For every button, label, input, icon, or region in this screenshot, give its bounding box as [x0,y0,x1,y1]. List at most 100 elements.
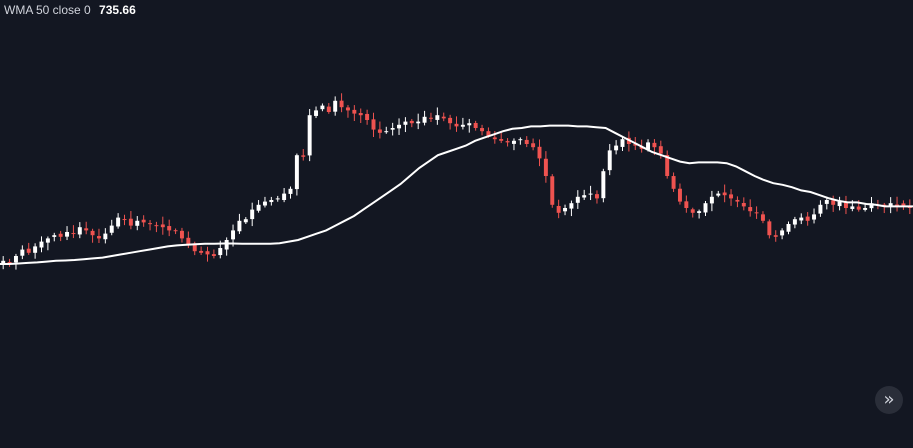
candle [269,196,274,206]
candle [537,139,542,167]
candle [96,228,101,244]
candle [831,195,836,212]
candle [65,226,70,241]
candle-body [294,155,299,190]
candle [454,116,459,132]
candle-body [837,201,842,207]
candle [141,215,146,227]
candle-body [135,220,140,226]
candle-body [109,225,114,233]
candle-body [96,236,101,239]
candle [531,138,536,151]
candle [882,202,887,214]
candle-body [409,120,414,124]
candle [160,216,165,235]
double-chevron-right-icon: » [883,389,895,410]
scroll-to-realtime-button[interactable]: » [875,386,903,414]
candle-body [760,214,765,221]
candle-body [671,176,676,189]
candle-body [633,144,638,146]
candle [58,230,63,242]
candle [524,136,529,148]
candle-body [224,240,229,250]
candle [428,112,433,123]
candle [837,196,842,211]
candle [550,174,555,208]
candle [901,200,906,210]
candle-body [192,243,197,252]
candle-body [103,233,108,240]
candle-body [556,205,561,213]
candle [377,121,382,139]
candle-body [492,137,497,140]
candle [243,217,248,225]
candle-body [77,227,82,235]
candle-body [773,235,778,237]
candle-body [460,124,465,127]
candle [365,109,370,125]
candle [33,243,38,259]
candle-body [467,123,472,126]
candle-body [716,193,721,196]
candle [665,150,670,179]
candle [722,184,727,203]
candle [805,212,810,226]
candle-body [269,200,274,203]
candle [122,214,127,226]
candle-body [448,117,453,124]
candle-body [856,206,861,210]
candle-body [677,188,682,202]
candle [262,196,267,208]
candle-body [128,218,133,226]
candle-body [901,203,906,207]
candle [780,228,785,240]
candle-body [326,106,331,112]
candle [116,213,121,229]
candle [511,138,516,151]
candle [358,108,363,123]
candle [607,144,612,176]
candle-body [205,251,210,255]
candle-body [722,192,727,196]
candle [888,197,893,214]
candle [294,153,299,196]
candle-body [754,212,759,214]
indicator-label: WMA 50 close 0 [4,3,91,17]
candle-body [658,146,663,154]
candle-body [537,146,542,159]
candle-body [824,200,829,204]
candle-body [288,188,293,194]
candle-body [435,115,440,120]
candle-body [403,121,408,125]
candle [601,168,606,203]
candle-body [154,225,159,227]
candle-body [614,145,619,151]
candle-body [767,221,772,236]
candle-body [352,109,357,114]
candle-body [741,202,746,207]
candle [741,197,746,211]
candle [499,131,504,144]
candle-body [116,217,121,227]
candle-body [173,230,178,232]
candle [460,117,465,130]
candle-body [863,208,868,210]
candle-body [729,194,734,199]
candle [45,236,50,251]
candle [352,105,357,122]
candle [320,103,325,112]
candle-body [831,200,836,205]
candle-body [575,196,580,203]
candle-body [684,201,689,208]
candle [582,189,587,200]
candle [792,216,797,229]
candle [684,195,689,213]
candle-body [812,214,817,220]
candle [703,201,708,217]
candle-body [454,123,459,127]
candle-body [511,140,516,144]
candle-body [486,131,491,136]
candle [7,258,12,267]
candle-body [799,217,804,221]
